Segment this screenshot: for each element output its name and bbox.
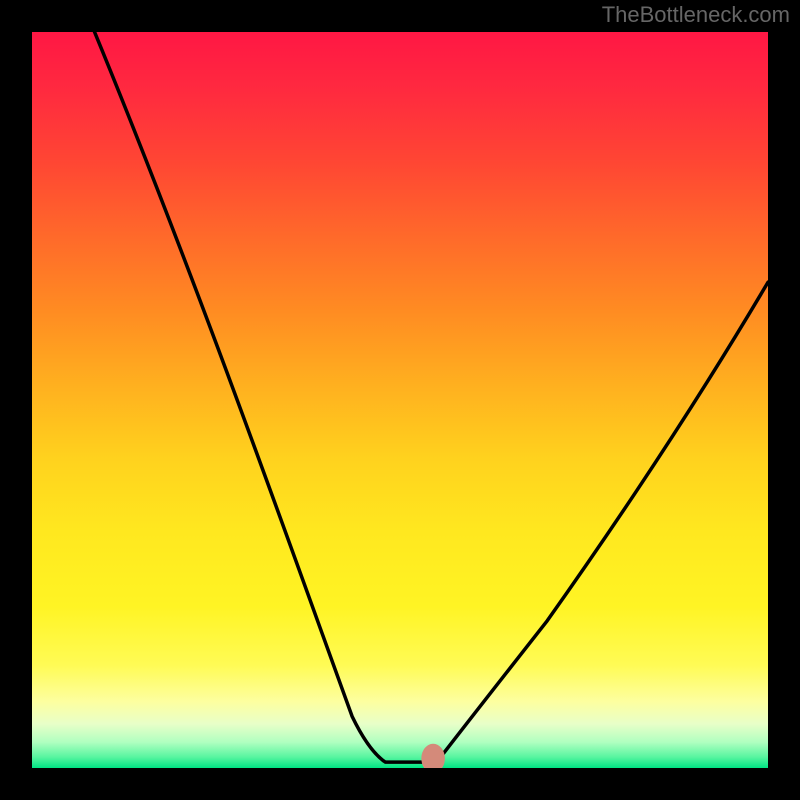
gradient-background: [32, 32, 768, 768]
chart-container: { "watermark": { "text": "TheBottleneck.…: [0, 0, 800, 800]
bottleneck-chart: [0, 0, 800, 800]
watermark-text: TheBottleneck.com: [602, 2, 790, 28]
